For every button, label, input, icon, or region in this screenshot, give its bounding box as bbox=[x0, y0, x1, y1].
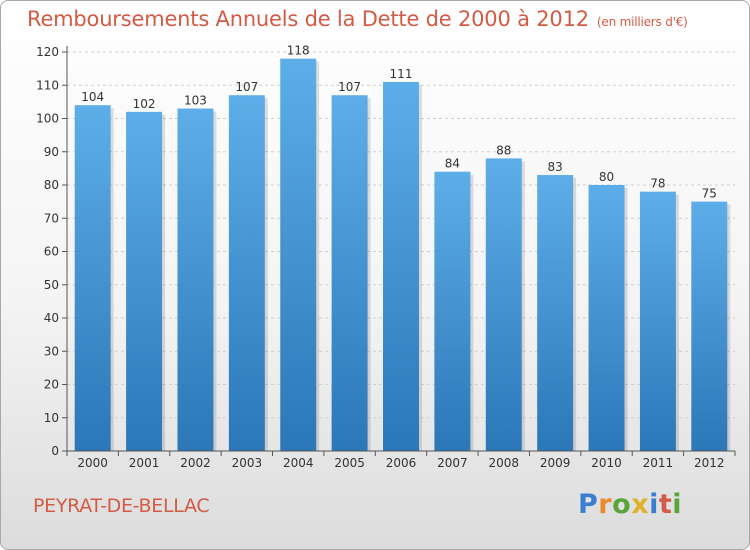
x-tick-label: 2002 bbox=[180, 456, 211, 470]
bar bbox=[280, 58, 317, 452]
y-tick-label: 30 bbox=[44, 344, 59, 358]
bar bbox=[588, 185, 625, 451]
bar bbox=[74, 105, 111, 451]
y-tick-label: 120 bbox=[36, 45, 59, 59]
data-label: 75 bbox=[702, 187, 717, 201]
data-label: 83 bbox=[548, 160, 563, 174]
axes: 0 10 20 30 40 50 60 70 80 90 100 110 120 2000 2001 2002… bbox=[36, 45, 736, 470]
y-tick-label: 80 bbox=[44, 178, 59, 192]
x-tick-label: 2005 bbox=[334, 456, 365, 470]
x-tick-label: 2007 bbox=[437, 456, 468, 470]
x-tick-label: 2012 bbox=[694, 456, 725, 470]
data-label: 107 bbox=[338, 80, 361, 94]
data-label: 102 bbox=[133, 97, 156, 111]
data-label: 84 bbox=[445, 157, 460, 171]
data-label: 88 bbox=[496, 143, 511, 157]
data-label: 103 bbox=[184, 94, 207, 108]
y-tick-label: 50 bbox=[44, 278, 59, 292]
data-label: 78 bbox=[650, 177, 665, 191]
chart-unit: (en milliers d'€) bbox=[596, 15, 688, 29]
data-label: 80 bbox=[599, 170, 614, 184]
proxiti-logo: Proxiti bbox=[578, 489, 683, 520]
bar bbox=[691, 201, 728, 451]
x-tick-label: 2001 bbox=[129, 456, 160, 470]
x-tick-label: 2008 bbox=[488, 456, 519, 470]
x-tick-label: 2003 bbox=[232, 456, 263, 470]
y-tick-label: 60 bbox=[44, 245, 59, 259]
city-name: PEYRAT-DE-BELLAC bbox=[33, 495, 210, 517]
y-tick-label: 40 bbox=[44, 311, 59, 325]
y-tick-label: 10 bbox=[44, 411, 59, 425]
bars: 104 102 103 107 118 107 111 84 88 83 80 78 75 bbox=[74, 44, 731, 452]
bar bbox=[383, 81, 419, 452]
bar bbox=[177, 108, 214, 452]
bar bbox=[485, 158, 522, 451]
data-label: 118 bbox=[287, 44, 310, 58]
x-tick-label: 2004 bbox=[283, 456, 314, 470]
data-label: 111 bbox=[390, 67, 413, 81]
x-tick-label: 2010 bbox=[591, 456, 622, 470]
bar bbox=[537, 175, 574, 451]
y-tick-label: 0 bbox=[51, 444, 59, 458]
y-tick-label: 110 bbox=[36, 78, 59, 92]
chart-title-text: Remboursements Annuels de la Dette de 20… bbox=[27, 7, 589, 31]
data-label: 104 bbox=[81, 90, 104, 104]
bar bbox=[434, 171, 471, 451]
bar bbox=[126, 111, 163, 451]
x-tick-label: 2006 bbox=[386, 456, 417, 470]
x-tick-label: 2009 bbox=[540, 456, 571, 470]
y-tick-label: 90 bbox=[44, 145, 59, 159]
bar bbox=[331, 95, 368, 451]
bar bbox=[639, 191, 676, 451]
chart-title: Remboursements Annuels de la Dette de 20… bbox=[27, 7, 688, 31]
x-tick-label: 2000 bbox=[77, 456, 108, 470]
bar bbox=[228, 95, 265, 451]
y-tick-label: 20 bbox=[44, 378, 59, 392]
data-label: 107 bbox=[235, 80, 258, 94]
y-tick-label: 70 bbox=[44, 211, 59, 225]
y-tick-label: 100 bbox=[36, 112, 59, 126]
x-tick-label: 2011 bbox=[643, 456, 674, 470]
